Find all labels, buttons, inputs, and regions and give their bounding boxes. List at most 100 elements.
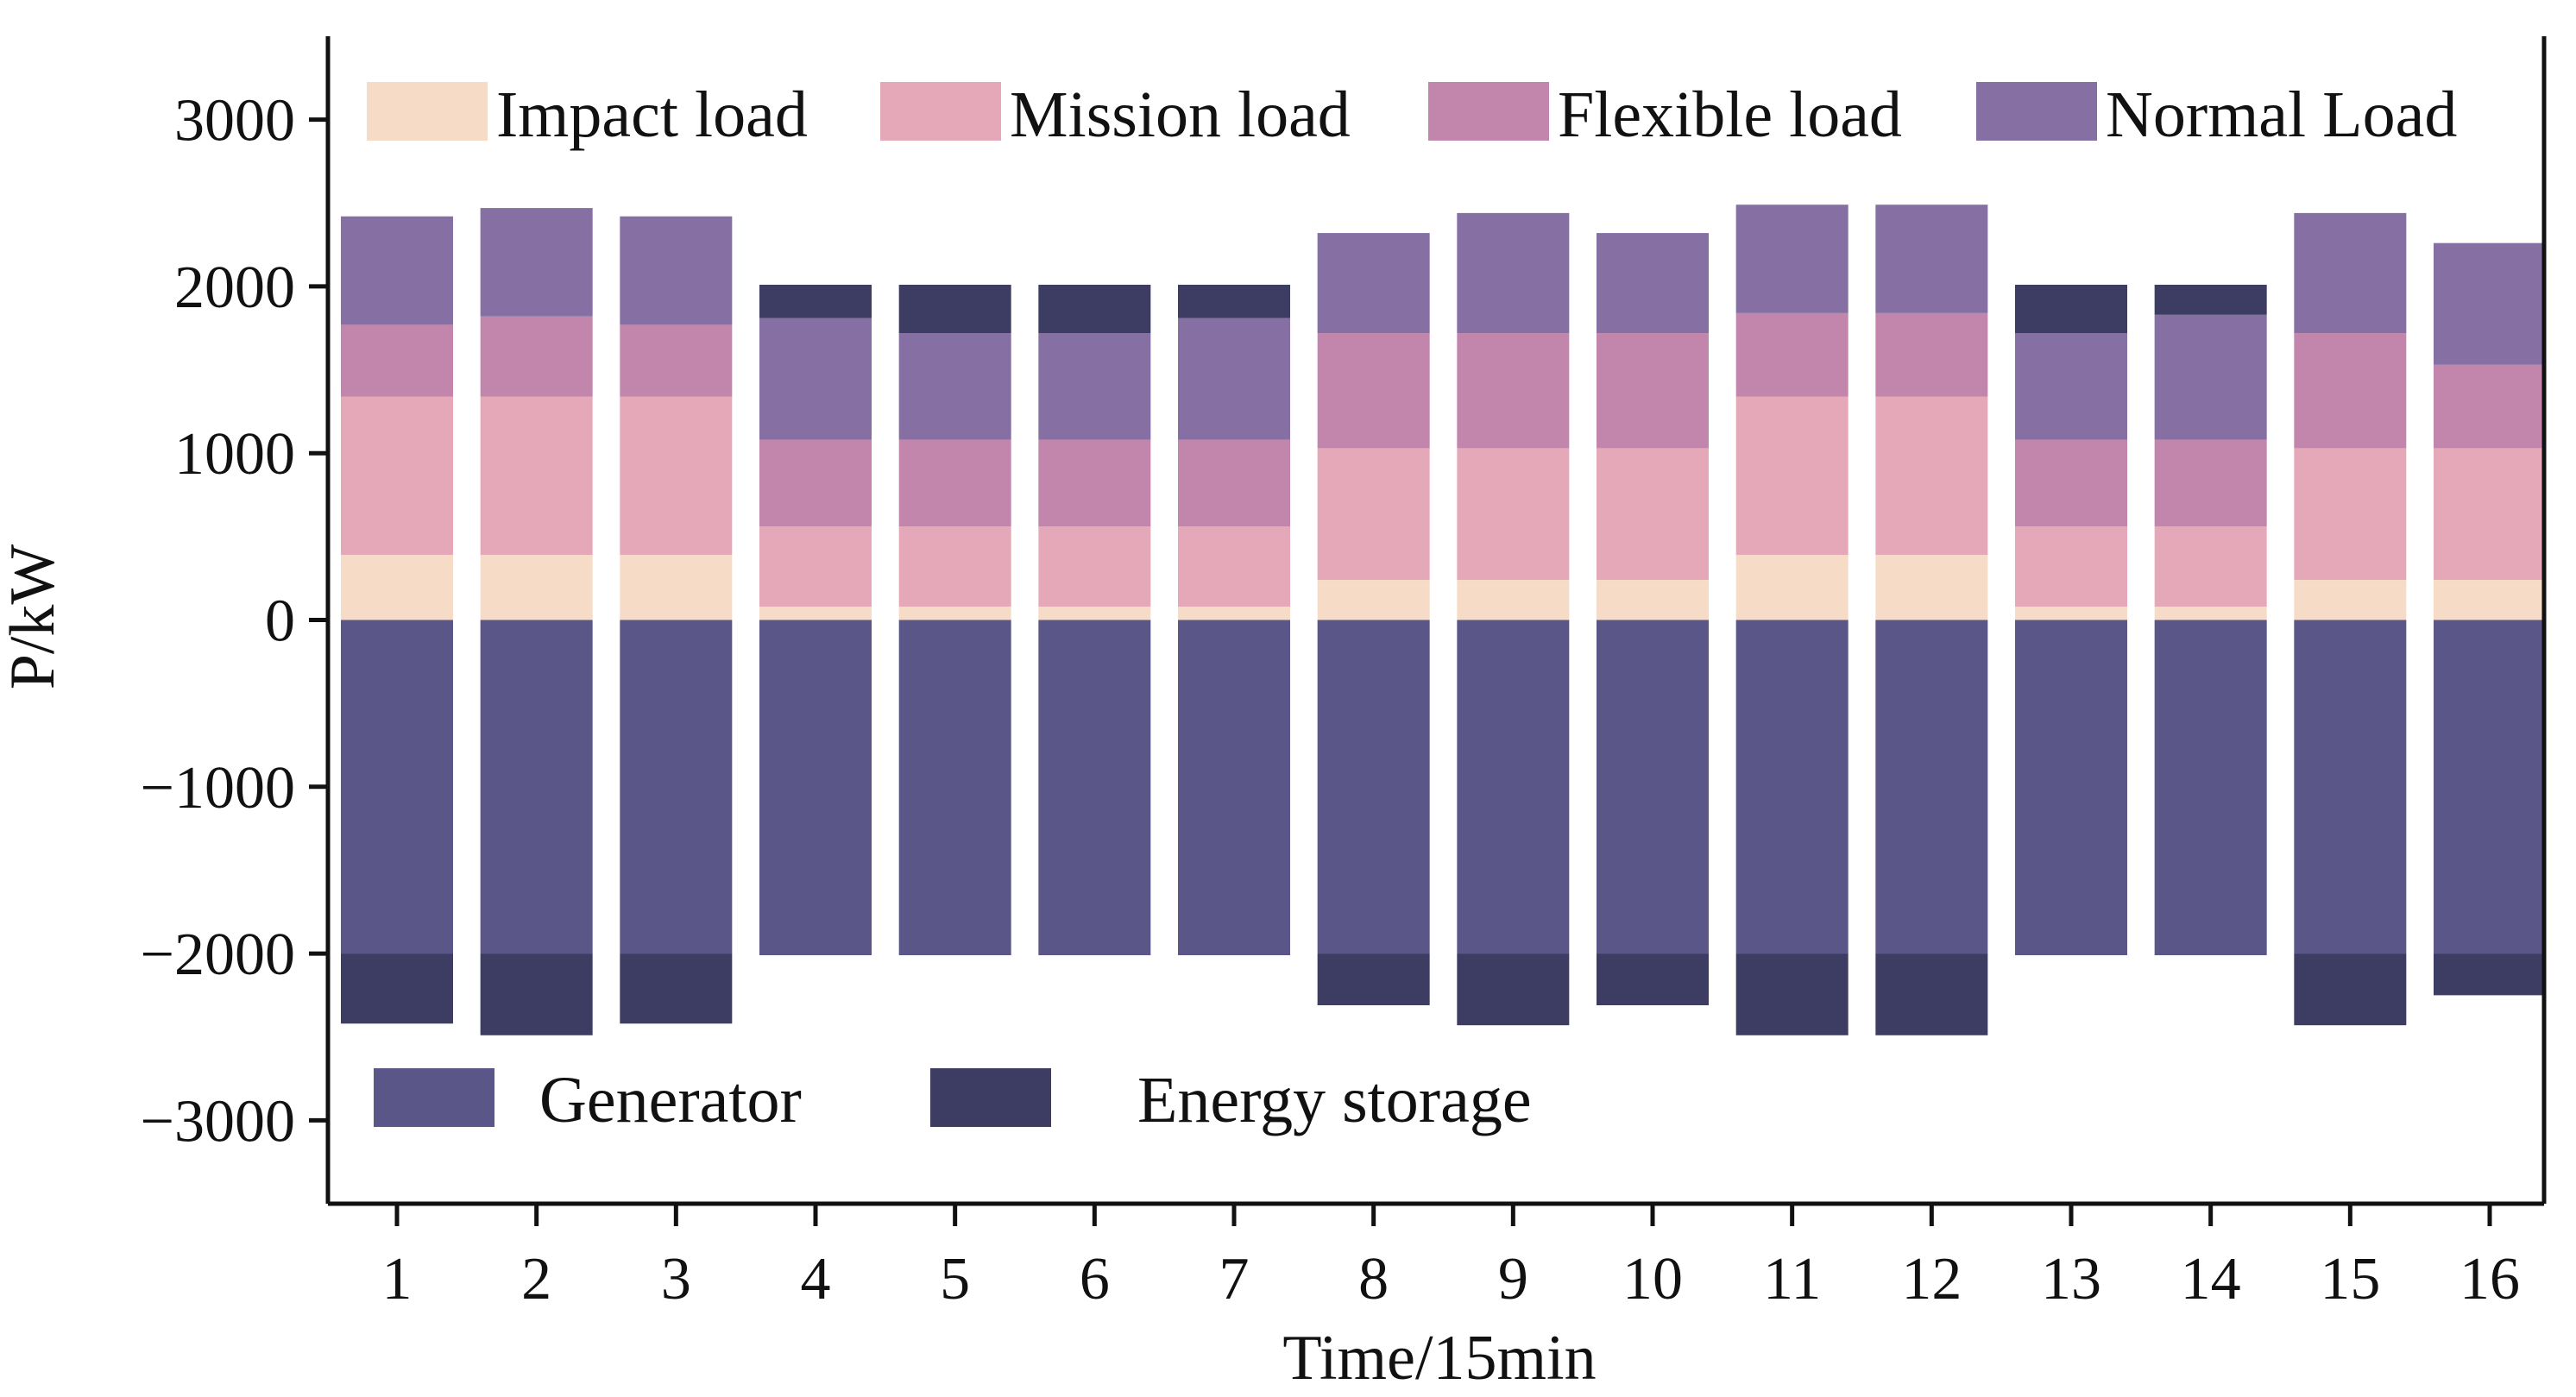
x-tick-label: 3 xyxy=(661,1246,691,1312)
bar-normal-load-2 xyxy=(480,208,593,317)
bar-negative-generator-8 xyxy=(1317,620,1430,954)
bar-negative-generator-2 xyxy=(480,620,593,954)
bar-impact-load-11 xyxy=(1735,555,1849,620)
bar-impact-load-5 xyxy=(898,607,1011,620)
legend-label-energy-storage-bottom: Energy storage xyxy=(1137,1064,1532,1136)
bar-normal-load-15 xyxy=(2294,212,2407,334)
y-tick-label: −3000 xyxy=(141,1088,295,1155)
bar-impact-load-6 xyxy=(1038,607,1151,620)
bar-negative-generator-15 xyxy=(2294,620,2407,954)
bar-negative-energy-storage-12 xyxy=(1875,953,1988,1035)
bar-flexible-load-11 xyxy=(1735,312,1849,397)
bar-negative-energy-storage-3 xyxy=(620,953,733,1024)
bar-normal-load-7 xyxy=(1178,318,1290,440)
bar-energy-storage-4 xyxy=(759,284,872,318)
bar-normal-load-4 xyxy=(759,318,872,440)
bar-mission-load-6 xyxy=(1038,526,1151,607)
bar-negative-generator-9 xyxy=(1457,620,1570,954)
y-tick-label: 0 xyxy=(265,588,295,655)
bar-impact-load-3 xyxy=(620,555,733,620)
bar-mission-load-7 xyxy=(1178,526,1290,607)
x-tick-label: 9 xyxy=(1498,1246,1528,1312)
y-tick-label: −2000 xyxy=(141,922,295,988)
bar-normal-load-14 xyxy=(2154,314,2267,440)
bar-flexible-load-7 xyxy=(1178,439,1290,527)
legend-swatch-energy-storage-bottom xyxy=(930,1068,1051,1127)
bar-negative-generator-5 xyxy=(898,620,1011,956)
legend-swatch-generator-bottom xyxy=(374,1068,494,1127)
bar-energy-storage-14 xyxy=(2154,284,2267,315)
bar-negative-generator-3 xyxy=(620,620,733,954)
bar-impact-load-8 xyxy=(1317,580,1430,620)
bar-flexible-load-10 xyxy=(1597,333,1709,449)
bar-mission-load-8 xyxy=(1317,448,1430,581)
bar-normal-load-5 xyxy=(898,333,1011,440)
bar-negative-generator-1 xyxy=(341,620,453,954)
bar-normal-load-8 xyxy=(1317,233,1430,334)
bar-normal-load-13 xyxy=(2015,333,2127,440)
bar-mission-load-13 xyxy=(2015,526,2127,607)
bar-mission-load-2 xyxy=(480,396,593,556)
bar-negative-generator-11 xyxy=(1735,620,1849,954)
bar-impact-load-13 xyxy=(2015,607,2127,620)
x-axis-title: Time/15min xyxy=(1282,1323,1596,1394)
y-tick-label: 1000 xyxy=(174,421,295,488)
bar-mission-load-16 xyxy=(2434,448,2546,581)
bar-normal-load-12 xyxy=(1875,205,1988,313)
bar-flexible-load-9 xyxy=(1457,333,1570,449)
bar-flexible-load-3 xyxy=(620,324,733,397)
bar-energy-storage-13 xyxy=(2015,284,2127,334)
bar-energy-storage-6 xyxy=(1038,284,1151,334)
legend-label-flexible-load: Flexible load xyxy=(1558,79,1902,151)
bar-normal-load-6 xyxy=(1038,333,1151,440)
bar-impact-load-7 xyxy=(1178,607,1290,620)
bar-negative-energy-storage-9 xyxy=(1457,953,1570,1026)
bar-normal-load-11 xyxy=(1735,205,1849,313)
bar-flexible-load-14 xyxy=(2154,439,2267,527)
bar-mission-load-9 xyxy=(1457,448,1570,581)
y-tick-label: 3000 xyxy=(174,88,295,154)
legend-label-mission-load: Mission load xyxy=(1010,79,1351,151)
legend-swatch-mission-load xyxy=(880,82,1001,141)
bar-mission-load-5 xyxy=(898,526,1011,607)
x-tick-label: 11 xyxy=(1763,1246,1821,1312)
bar-mission-load-15 xyxy=(2294,448,2407,581)
legend-swatch-impact-load xyxy=(367,82,488,141)
bar-negative-energy-storage-2 xyxy=(480,953,593,1035)
bar-flexible-load-2 xyxy=(480,316,593,397)
bar-flexible-load-15 xyxy=(2294,333,2407,449)
bar-flexible-load-1 xyxy=(341,324,453,397)
bar-negative-energy-storage-15 xyxy=(2294,953,2407,1026)
bar-normal-load-1 xyxy=(341,216,453,325)
bar-negative-energy-storage-8 xyxy=(1317,953,1430,1005)
bar-flexible-load-16 xyxy=(2434,364,2546,449)
bar-mission-load-4 xyxy=(759,526,872,607)
bar-negative-generator-4 xyxy=(759,620,872,956)
bar-flexible-load-13 xyxy=(2015,439,2127,527)
legend-label-generator-bottom: Generator xyxy=(539,1064,802,1136)
x-tick-label: 7 xyxy=(1219,1246,1250,1312)
bar-negative-generator-13 xyxy=(2015,620,2127,956)
bar-flexible-load-4 xyxy=(759,439,872,527)
bar-impact-load-15 xyxy=(2294,580,2407,620)
bar-negative-energy-storage-1 xyxy=(341,953,453,1024)
y-tick-label: −1000 xyxy=(141,755,295,821)
legend-swatch-normal-load xyxy=(1976,82,2097,141)
x-tick-label: 6 xyxy=(1080,1246,1110,1312)
x-tick-label: 13 xyxy=(2041,1246,2101,1312)
x-tick-label: 5 xyxy=(940,1246,970,1312)
x-tick-label: 16 xyxy=(2459,1246,2520,1312)
bar-negative-generator-6 xyxy=(1038,620,1151,956)
legend-group: Impact load Mission load Flexible load Norm… xyxy=(367,79,2457,1136)
bar-flexible-load-6 xyxy=(1038,439,1151,527)
x-tick-label: 12 xyxy=(1901,1246,1962,1312)
bar-flexible-load-5 xyxy=(898,439,1011,527)
bar-energy-storage-7 xyxy=(1178,284,1290,318)
y-tick-label: 2000 xyxy=(174,255,295,321)
y-axis-title: P/kW xyxy=(0,544,68,690)
bar-negative-energy-storage-10 xyxy=(1597,953,1709,1005)
bars-group xyxy=(341,205,2546,1035)
bar-normal-load-16 xyxy=(2434,242,2546,365)
bar-mission-load-3 xyxy=(620,396,733,556)
